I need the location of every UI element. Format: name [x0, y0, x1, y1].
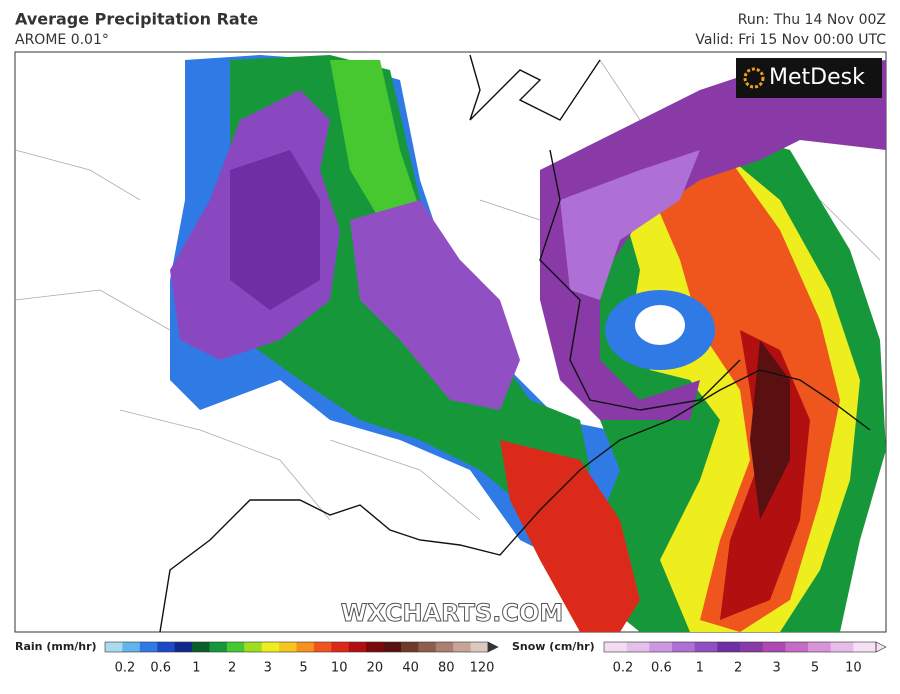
rain-swatch	[139, 642, 158, 652]
rain-swatch	[226, 642, 245, 652]
rain-tick-label: 120	[470, 661, 495, 676]
rain-label: Rain (mm/hr)	[15, 640, 97, 653]
snow-west-core	[230, 150, 320, 310]
rain-swatch	[279, 642, 297, 652]
snow-swatch	[694, 642, 718, 652]
rain-swatch	[244, 642, 263, 652]
snow-swatch	[808, 642, 832, 652]
snow-swatch	[762, 642, 786, 652]
rain-swatch	[453, 642, 472, 652]
subtitle: AROME 0.01°	[15, 32, 109, 48]
lake	[469, 54, 601, 121]
snow-tick-label: 3	[772, 661, 780, 676]
logo-icon	[743, 67, 765, 89]
rain-tick-label: 20	[367, 661, 384, 676]
snow-tick-label: 2	[734, 661, 742, 676]
rain-tick-label: 1	[192, 661, 200, 676]
rain-swatch	[174, 642, 193, 652]
snow-swatch	[785, 642, 809, 652]
snow-swatch	[830, 642, 854, 652]
snow-tick-label: 1	[696, 661, 704, 676]
frontier	[539, 149, 741, 411]
rain-arrow	[487, 641, 499, 653]
coastline	[159, 369, 871, 632]
rain-swatch	[383, 642, 402, 652]
rain-tick-label: 3	[264, 661, 272, 676]
snow-swatch	[672, 642, 696, 652]
rain-swatch	[296, 642, 315, 652]
rain-tick-label: 0.6	[150, 661, 171, 676]
rain-swatch	[331, 642, 350, 652]
rain-tick-label: 10	[331, 661, 348, 676]
snow-alps-light	[560, 150, 700, 300]
logo-box	[736, 58, 882, 98]
rain-swatch	[366, 642, 385, 652]
snow-swatch	[853, 642, 877, 652]
rain-south-red	[500, 440, 640, 632]
logo: MetDesk	[769, 65, 865, 90]
rain-tick-label: 2	[228, 661, 236, 676]
snow-swatch	[717, 642, 741, 652]
snow-tick-label: 5	[811, 661, 819, 676]
snow-alps	[540, 60, 886, 420]
rain-swatch	[209, 642, 228, 652]
rain-swatch	[313, 642, 332, 652]
rain-tick-label: 80	[438, 661, 455, 676]
rain-swatch	[418, 642, 437, 652]
snow-swatch	[604, 642, 628, 652]
rain-lightgreen	[330, 60, 420, 220]
rain-tick-label: 0.2	[115, 661, 136, 676]
rain-swatch	[122, 642, 141, 652]
snow-swatch	[626, 642, 650, 652]
rain-east-darkred	[750, 340, 790, 520]
snow-label: Snow (cm/hr)	[512, 640, 595, 653]
dry-eye	[635, 305, 685, 345]
rain-swatch	[400, 642, 419, 652]
rain-swatch	[348, 642, 367, 652]
rain-tick-label: 5	[299, 661, 307, 676]
valid: Valid: Fri 15 Nov 00:00 UTC	[695, 32, 886, 48]
snow-swatch	[649, 642, 673, 652]
rain-outline	[104, 641, 489, 653]
watermark: WXCHARTS.COM	[341, 599, 563, 627]
snow-tick-label: 0.6	[651, 661, 672, 676]
snow-outline	[603, 641, 877, 653]
rain-swatch	[261, 642, 280, 652]
rain-swatch	[435, 642, 454, 652]
legend: Rain (mm/hr) Snow (cm/hr) 0.2 0.6 1 2 3 5 10 20…	[15, 640, 887, 676]
snow-tick-label: 0.2	[613, 661, 634, 676]
rain-tick-label: 40	[402, 661, 419, 676]
map: MetDesk WXCHARTS.COM	[14, 51, 887, 633]
snow-center	[350, 200, 520, 410]
snow-tick-label: 10	[845, 661, 862, 676]
title: Average Precipitation Rate	[15, 10, 258, 29]
rain-swatch	[192, 642, 210, 652]
snow-swatch	[740, 642, 764, 652]
rain-swatch	[105, 642, 123, 652]
rain-swatch	[157, 642, 176, 652]
rain-swatch	[470, 642, 489, 652]
run: Run: Thu 14 Nov 00Z	[738, 12, 886, 28]
snow-arrow	[875, 641, 887, 653]
